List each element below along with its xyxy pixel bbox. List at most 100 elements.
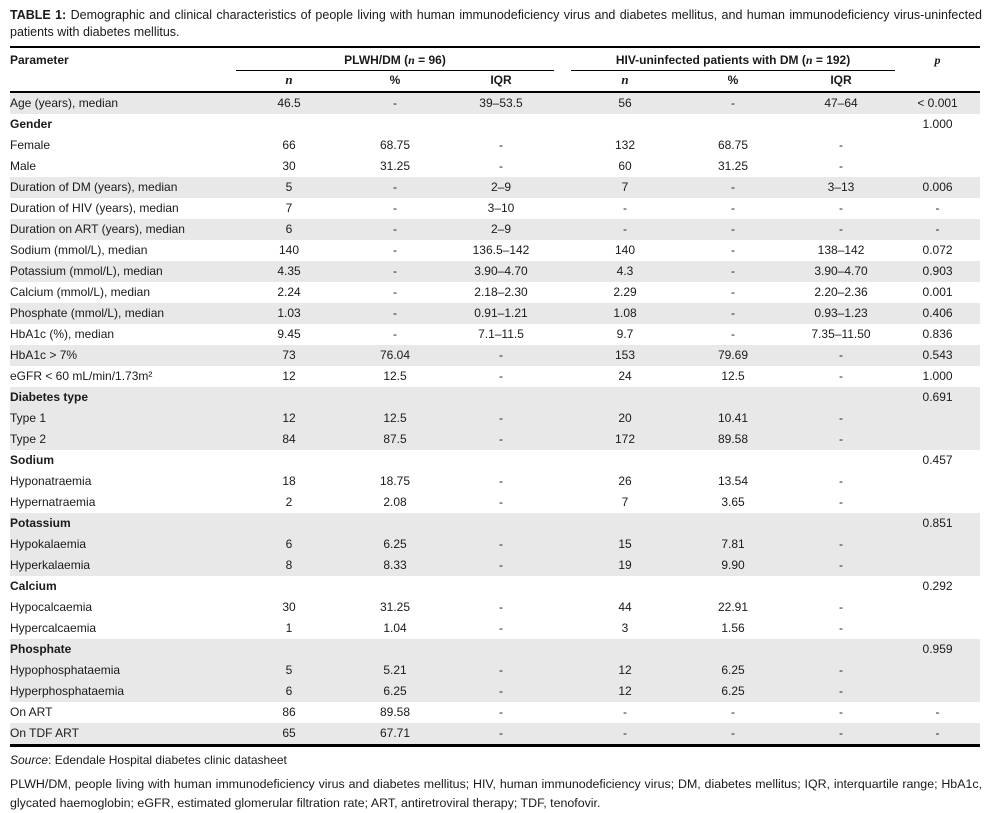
table-row: Hyponatraemia 18 18.75 - 26 13.54 - <box>10 471 980 492</box>
value-cell: 6 <box>236 219 342 240</box>
param-cell: Duration on ART (years), median <box>10 219 236 240</box>
p-value-cell: 0.406 <box>895 303 981 324</box>
p-value-cell: - <box>895 219 981 240</box>
p-value-cell: 0.903 <box>895 261 981 282</box>
value-cell: 79.69 <box>679 345 787 366</box>
table-row: Hypophosphataemia 5 5.21-12 6.25- <box>10 660 981 681</box>
param-cell: Hypocalcaemia <box>10 600 93 614</box>
value-cell: 1.08 <box>571 303 679 324</box>
param-cell: Hypercalcaemia <box>10 621 97 635</box>
p-value-cell: 0.292 <box>922 579 953 593</box>
value-cell <box>787 387 896 408</box>
param-cell: Duration of DM (years), median <box>10 177 236 198</box>
table-row: Hyperkalaemia 8 8.33-19 9.90- <box>10 555 981 576</box>
value-cell <box>448 387 554 408</box>
spacer-cell <box>554 135 571 156</box>
p-value-cell <box>895 534 981 555</box>
table-row: Type 2 84 87.5-172 89.58- <box>10 429 981 450</box>
value-cell: 3.90–4.70 <box>787 261 896 282</box>
value-cell: 31.25 <box>717 159 749 173</box>
value-cell <box>236 114 342 135</box>
value-cell: 15 <box>571 534 679 555</box>
value-cell: 6 <box>236 534 342 555</box>
p-value-cell: < 0.001 <box>895 92 981 114</box>
value-cell: - <box>787 681 896 702</box>
column-group-spacer <box>554 47 571 71</box>
param-cell: Female <box>10 138 51 152</box>
value-cell: - <box>839 138 844 152</box>
p-value-cell: 0.072 <box>922 243 953 257</box>
value-cell: - <box>448 408 554 429</box>
spacer-cell <box>554 492 571 513</box>
value-cell: - <box>787 555 896 576</box>
value-cell: - <box>448 681 554 702</box>
table-row: Hypernatraemia 2 2.08 - 7 3.65 - <box>10 492 980 513</box>
spacer-cell <box>554 513 571 534</box>
param-cell: Type 2 <box>10 429 236 450</box>
value-cell <box>571 387 679 408</box>
value-cell: 24 <box>618 369 632 383</box>
value-cell: - <box>839 201 844 215</box>
value-cell: - <box>679 303 787 324</box>
spacer-cell <box>554 723 571 746</box>
value-cell: 4.35 <box>236 261 342 282</box>
value-cell: - <box>499 474 503 488</box>
subcolumn-iqr-1: IQR <box>448 70 554 93</box>
value-cell: 68.75 <box>717 138 749 152</box>
spacer-cell <box>554 345 571 366</box>
value-cell: 2–9 <box>448 177 554 198</box>
value-cell: 7.35–11.50 <box>811 327 871 341</box>
p-value-cell <box>895 597 980 618</box>
value-cell: - <box>839 159 844 173</box>
value-cell: 3–10 <box>487 201 515 215</box>
value-cell: - <box>787 345 896 366</box>
table-row: HbA1c (%), median 9.45 - 7.1–11.5 9.7 - 7.35–1… <box>10 324 980 345</box>
value-cell: - <box>448 534 554 555</box>
value-cell: - <box>448 660 554 681</box>
column-group-plwh-dm: PLWH/DM (n = 96) <box>236 47 554 71</box>
table-row: Male 30 31.25 - 60 31.25 - <box>10 156 980 177</box>
param-cell: Gender <box>10 117 53 131</box>
param-cell: Phosphate (mmol/L), median <box>10 303 236 324</box>
spacer-cell <box>554 639 571 660</box>
value-cell: - <box>342 177 448 198</box>
value-cell: - <box>393 243 397 257</box>
value-cell: 76.04 <box>342 345 448 366</box>
table-header: Parameter PLWH/DM (n = 96) HIV-uninfecte… <box>10 47 981 93</box>
value-cell <box>448 513 554 534</box>
table-row: Phosphate (mmol/L), median 1.03-0.91–1.21… <box>10 303 981 324</box>
p-value-cell: 0.006 <box>895 177 981 198</box>
p-value-cell <box>895 555 981 576</box>
param-cell: Hypokalaemia <box>10 534 236 555</box>
value-cell: - <box>731 327 735 341</box>
spacer-cell <box>554 597 571 618</box>
value-cell: 39–53.5 <box>448 92 554 114</box>
spacer-cell <box>554 450 571 471</box>
param-cell: Male <box>10 159 37 173</box>
value-cell: - <box>623 705 627 719</box>
value-cell: 9.45 <box>277 327 301 341</box>
param-cell: HbA1c > 7% <box>10 345 236 366</box>
spacer-cell <box>554 429 571 450</box>
value-cell <box>679 450 787 471</box>
value-cell: - <box>499 159 503 173</box>
value-cell: 7 <box>571 177 679 198</box>
table-row: Potassium (mmol/L), median 4.35-3.90–4.70… <box>10 261 981 282</box>
p-value-cell: - <box>935 705 940 719</box>
demographics-table: Parameter PLWH/DM (n = 96) HIV-uninfecte… <box>10 46 981 747</box>
value-cell: 2.20–2.36 <box>814 285 868 299</box>
param-cell: Potassium (mmol/L), median <box>10 261 236 282</box>
p-value-cell <box>895 471 980 492</box>
value-cell: - <box>679 177 787 198</box>
p-value-cell: - <box>895 723 981 746</box>
value-cell: 2.29 <box>613 285 637 299</box>
value-cell: 7 <box>285 201 293 215</box>
subcolumn-spacer <box>554 70 571 93</box>
value-cell: 12 <box>571 681 679 702</box>
value-cell: 56 <box>571 92 679 114</box>
p-value-cell: 1.000 <box>922 117 953 131</box>
value-cell: 140 <box>614 243 636 257</box>
column-header-p: p <box>895 47 981 93</box>
table-row: Sodium 0.457 <box>10 450 980 471</box>
value-cell <box>448 114 554 135</box>
